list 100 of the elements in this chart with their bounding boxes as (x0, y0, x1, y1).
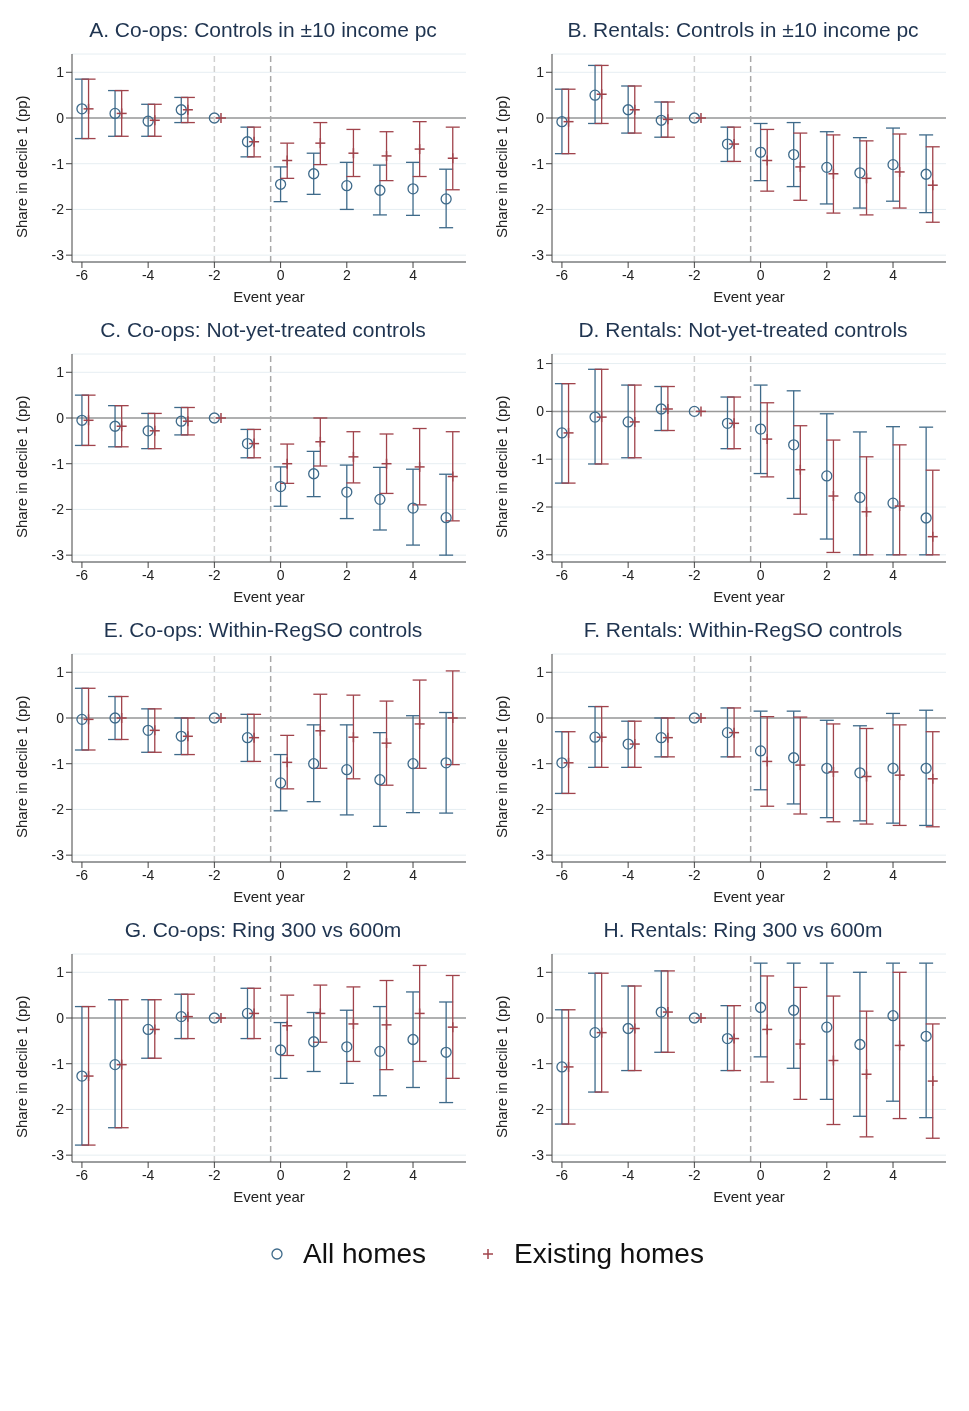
x-tick-label: 4 (889, 566, 898, 583)
point (308, 468, 320, 480)
point (854, 767, 866, 779)
y-tick-label: -1 (531, 755, 545, 772)
y-tick-label: 0 (536, 109, 545, 126)
point (920, 762, 932, 774)
point (407, 758, 419, 770)
y-tick-label: -1 (51, 155, 65, 172)
chart-title: G. Co-ops: Ring 300 vs 600m (123, 918, 403, 943)
x-tick-label: -4 (621, 266, 635, 283)
point (788, 148, 800, 161)
x-axis-title: Event year (233, 1188, 305, 1205)
y-tick-label: -1 (51, 1055, 65, 1072)
y-tick-label: -1 (531, 155, 545, 172)
legend-label: Existing homes (514, 1238, 704, 1270)
x-axis-title: Event year (233, 888, 305, 905)
point (854, 491, 866, 504)
point (440, 1046, 452, 1058)
y-tick-label: 1 (536, 64, 545, 81)
x-tick-label: -6 (75, 266, 89, 283)
x-tick-label: -6 (555, 266, 569, 283)
point (754, 745, 767, 757)
x-tick-label: 4 (409, 266, 418, 283)
x-tick-label: 0 (756, 266, 765, 283)
x-tick-label: -2 (688, 1166, 701, 1183)
point (655, 114, 667, 126)
y-tick-label: -3 (51, 247, 65, 264)
point (440, 193, 452, 205)
point (440, 512, 452, 524)
point (622, 104, 634, 116)
chart-title: F. Rentals: Within-RegSO controls (582, 618, 904, 643)
point (274, 1044, 287, 1056)
point (175, 104, 187, 116)
point (589, 1026, 601, 1039)
chart-title: D. Rentals: Not-yet-treated controls (577, 318, 909, 343)
point (920, 168, 932, 180)
point (821, 470, 833, 482)
y-tick-label: -3 (51, 1147, 65, 1164)
x-tick-label: -2 (208, 866, 221, 883)
x-tick-label: -2 (688, 866, 701, 883)
y-tick-label: -3 (531, 247, 545, 264)
x-tick-label: 2 (822, 1166, 831, 1183)
point (688, 405, 701, 418)
point (887, 158, 899, 171)
point (208, 712, 221, 724)
point (589, 89, 601, 101)
point (821, 1021, 833, 1033)
point (109, 712, 121, 724)
x-axis-title: Event year (713, 588, 785, 605)
x-tick-label: -6 (555, 566, 569, 583)
point (440, 757, 452, 769)
point (556, 116, 568, 128)
point (341, 486, 353, 498)
y-tick-label: 1 (56, 664, 65, 681)
y-tick-label: 1 (56, 64, 65, 81)
point (655, 403, 667, 415)
point (208, 112, 221, 124)
chart-title: E. Co-ops: Within-RegSO controls (102, 618, 424, 643)
x-tick-label: -6 (75, 566, 89, 583)
point (556, 757, 568, 769)
x-axis-title: Event year (713, 1188, 785, 1205)
point (341, 180, 353, 192)
y-tick-label: -3 (51, 547, 65, 564)
point (241, 732, 254, 744)
point (754, 1001, 767, 1014)
x-tick-label: 0 (756, 566, 765, 583)
y-axis-title: Share in decile 1 (pp) (493, 995, 511, 1138)
point (721, 726, 734, 739)
x-tick-label: 0 (276, 566, 285, 583)
point (76, 1070, 88, 1082)
point (142, 724, 154, 736)
point (688, 1012, 701, 1024)
x-tick-label: 4 (889, 266, 898, 283)
point (622, 1022, 634, 1035)
y-tick-label: -3 (531, 847, 545, 864)
y-tick-label: 0 (536, 709, 545, 726)
point (788, 752, 800, 764)
y-tick-label: -2 (531, 1101, 545, 1118)
x-tick-label: -2 (688, 566, 701, 583)
x-tick-label: 2 (342, 1166, 351, 1183)
chart-title: A. Co-ops: Controls in ±10 income pc (88, 18, 438, 43)
point (655, 1006, 667, 1018)
x-tick-label: 2 (342, 566, 351, 583)
point (208, 1012, 221, 1024)
y-tick-label: -2 (51, 201, 65, 218)
x-axis-title: Event year (233, 288, 305, 305)
point (76, 713, 88, 726)
y-axis-title: Share in decile 1 (pp) (13, 395, 31, 538)
point (76, 414, 88, 426)
x-tick-label: -2 (208, 266, 221, 283)
y-tick-label: -1 (51, 755, 65, 772)
x-tick-label: 4 (409, 866, 418, 883)
y-axis-title: Share in decile 1 (pp) (493, 695, 511, 838)
point (175, 415, 187, 427)
y-tick-label: 1 (56, 964, 65, 981)
point (274, 480, 287, 493)
x-axis-title: Event year (233, 588, 305, 605)
y-tick-label: -3 (531, 546, 545, 563)
point (407, 502, 419, 514)
x-axis-title: Event year (713, 288, 785, 305)
